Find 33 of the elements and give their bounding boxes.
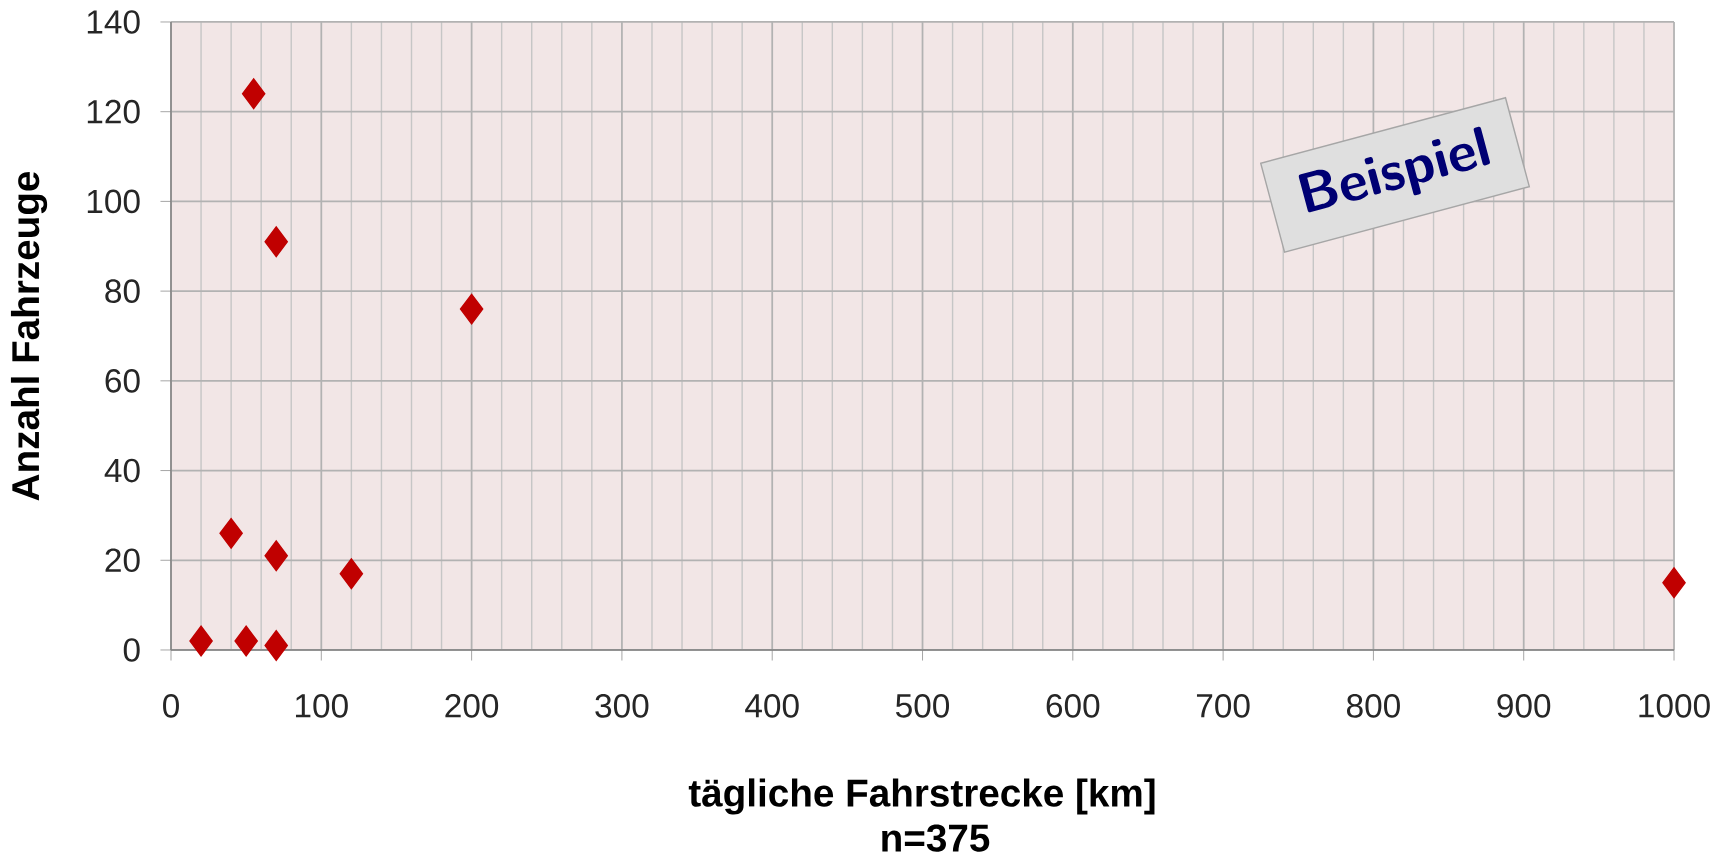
point [339,558,364,590]
y-tick-label: 20 [105,548,140,573]
point [264,540,288,572]
point [189,625,213,657]
y-tick-label: 100 [87,189,140,214]
x-tick-label: 500 [895,694,950,718]
x-tick-label: 100 [295,694,348,718]
point [234,625,258,657]
point [241,78,266,110]
x-tick-label: 200 [445,694,499,718]
x-tick-label: 0 [163,694,179,718]
annotation: Beispiel [1298,126,1491,213]
y-tick-label: 120 [87,99,140,124]
x-tick-label: 600 [1046,694,1100,718]
point [264,226,288,258]
x-tick-label: 300 [595,694,649,718]
x-tick-label: 700 [1196,694,1250,718]
x-tick-label: 800 [1347,694,1400,718]
y-tick-label: 40 [104,458,140,483]
point [1662,567,1686,599]
text: n=375 [882,824,990,852]
y-tick-label: 60 [105,369,140,393]
point [264,630,288,661]
x-axis-title: tägliche Fahrstrecke [km] [688,778,1155,815]
y-tick-label: 0 [123,638,140,662]
y-axis-title: Anzahl Fahrzeuge [10,171,48,501]
y-tick-label: 140 [87,10,140,34]
x-tick-label: 1000 [1639,694,1710,718]
point [219,517,243,549]
point [459,293,484,325]
x-tick-label: 900 [1497,694,1551,718]
x-tick-label: 400 [745,694,799,718]
y-tick-label: 80 [105,279,140,303]
